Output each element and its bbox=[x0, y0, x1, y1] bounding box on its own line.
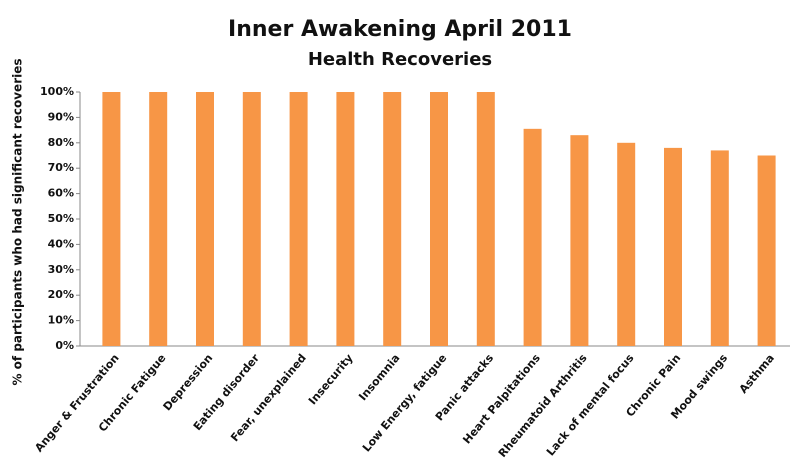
x-tick-label: Low Energy, fatigue bbox=[360, 352, 449, 455]
bar bbox=[617, 142, 636, 346]
bar bbox=[430, 92, 448, 346]
y-tick-label: 0% bbox=[55, 339, 74, 352]
bar bbox=[664, 147, 682, 346]
bar bbox=[476, 92, 495, 346]
y-tick-label: 30% bbox=[48, 263, 74, 276]
bar bbox=[289, 92, 308, 346]
bar bbox=[102, 92, 121, 346]
bar bbox=[383, 92, 402, 346]
y-tick-label: 60% bbox=[48, 187, 74, 200]
y-tick-label: 40% bbox=[48, 237, 74, 250]
x-tick-label: Anger & Frustration bbox=[32, 352, 121, 455]
y-tick-label: 10% bbox=[48, 314, 74, 327]
y-tick-label: 100% bbox=[40, 85, 74, 98]
bar bbox=[336, 92, 355, 346]
y-tick-label: 80% bbox=[48, 136, 74, 149]
chart-subtitle: Health Recoveries bbox=[308, 49, 492, 70]
bar bbox=[242, 92, 261, 346]
bar bbox=[570, 135, 589, 346]
x-tick-label: Rheumatoid Arthritis bbox=[496, 351, 590, 460]
y-tick-label: 50% bbox=[48, 212, 74, 225]
y-tick-label: 90% bbox=[48, 110, 74, 123]
y-tick-label: 20% bbox=[48, 288, 74, 301]
y-tick-label: 70% bbox=[48, 161, 74, 174]
bar bbox=[523, 128, 542, 346]
bar bbox=[757, 155, 776, 346]
bar bbox=[149, 92, 168, 346]
x-tick-label: Lack of mental focus bbox=[544, 351, 637, 458]
chart-title: Inner Awakening April 2011 bbox=[228, 17, 572, 42]
bar bbox=[710, 150, 729, 346]
x-tick-label: Insomnia bbox=[356, 352, 402, 404]
x-tick-label: Heart Palpitations bbox=[460, 351, 543, 446]
x-tick-label: Asthma bbox=[737, 352, 777, 396]
x-tick-label: Insecurity bbox=[306, 352, 356, 408]
y-axis-title: % of participants who had significant re… bbox=[11, 58, 25, 385]
bar bbox=[196, 92, 214, 346]
